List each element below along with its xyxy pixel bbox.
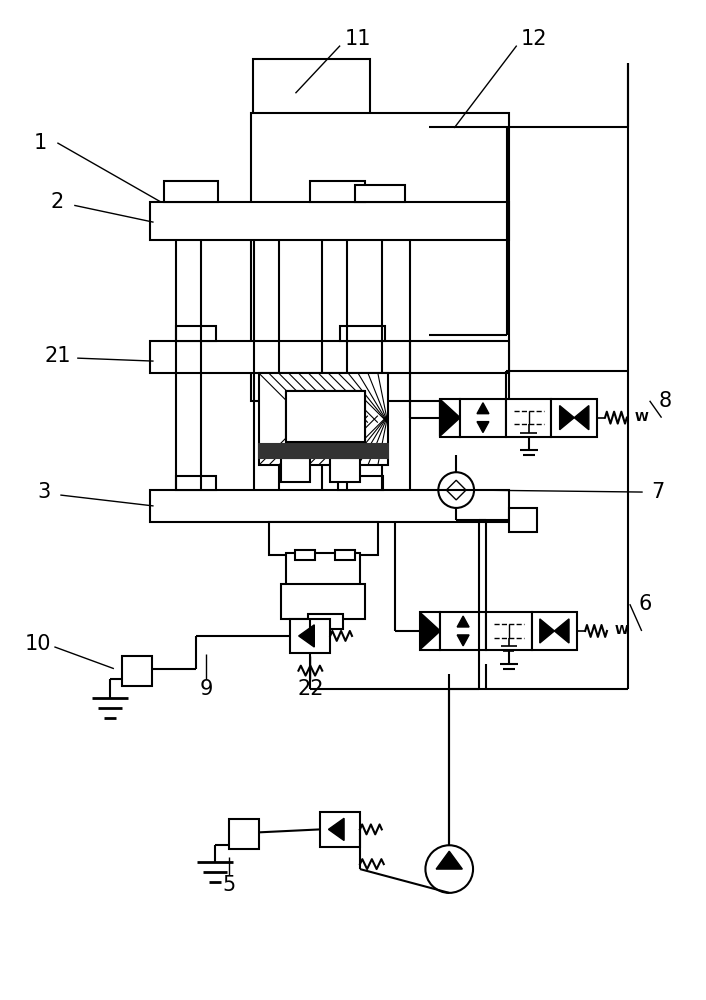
Bar	[150, 341, 509, 373]
Text: 7: 7	[651, 482, 664, 502]
Bar	[375, 335, 429, 363]
Text: 9: 9	[200, 679, 213, 699]
Bar	[486, 612, 532, 650]
Text: 6: 6	[639, 594, 652, 614]
Polygon shape	[328, 818, 344, 840]
Text: 21: 21	[44, 346, 71, 366]
Bar	[295, 550, 316, 560]
Text: 12: 12	[520, 29, 547, 49]
Text: 10: 10	[24, 634, 51, 654]
Bar	[311, 181, 365, 202]
Bar	[285, 391, 365, 442]
Bar	[551, 399, 597, 437]
Bar	[122, 656, 152, 686]
Polygon shape	[554, 619, 569, 643]
Bar	[253, 59, 370, 168]
Bar	[290, 619, 330, 653]
Bar	[251, 113, 509, 401]
Bar	[280, 584, 365, 619]
Text: 8: 8	[659, 391, 672, 411]
Polygon shape	[457, 635, 469, 646]
Text: 11: 11	[345, 29, 371, 49]
Polygon shape	[440, 399, 460, 437]
Bar	[176, 476, 216, 490]
Bar	[164, 181, 218, 202]
Polygon shape	[477, 403, 489, 414]
Bar	[460, 399, 505, 437]
Bar	[532, 612, 578, 650]
Bar	[440, 399, 460, 437]
Text: W: W	[615, 624, 628, 637]
Bar	[338, 476, 383, 490]
Bar	[441, 612, 486, 650]
Bar	[280, 458, 311, 482]
Text: 22: 22	[297, 679, 323, 699]
Polygon shape	[560, 406, 574, 430]
Text: 3: 3	[38, 482, 51, 502]
Polygon shape	[436, 851, 462, 869]
Polygon shape	[477, 422, 489, 433]
Bar	[509, 508, 537, 532]
Bar	[269, 522, 378, 555]
Bar	[505, 399, 551, 437]
Bar	[269, 168, 353, 222]
Bar	[258, 444, 388, 458]
Polygon shape	[420, 612, 441, 650]
Bar	[385, 316, 414, 336]
Polygon shape	[540, 619, 554, 643]
Bar	[258, 373, 388, 465]
Bar	[355, 185, 405, 202]
Bar	[392, 153, 429, 341]
Polygon shape	[299, 625, 314, 647]
Bar	[330, 458, 360, 482]
Bar	[420, 612, 441, 650]
Bar	[321, 812, 360, 847]
Polygon shape	[457, 616, 469, 627]
Bar	[285, 553, 360, 587]
Bar	[229, 819, 258, 849]
Bar	[150, 490, 509, 522]
Text: 1: 1	[34, 133, 47, 153]
Bar	[335, 550, 355, 560]
Text: 2: 2	[51, 192, 64, 212]
Bar	[176, 326, 216, 341]
Text: 5: 5	[222, 875, 236, 895]
Bar	[375, 127, 429, 155]
Bar	[340, 326, 385, 341]
Bar	[150, 202, 509, 240]
Polygon shape	[574, 406, 589, 430]
Bar	[309, 614, 343, 629]
Text: W: W	[635, 411, 649, 424]
